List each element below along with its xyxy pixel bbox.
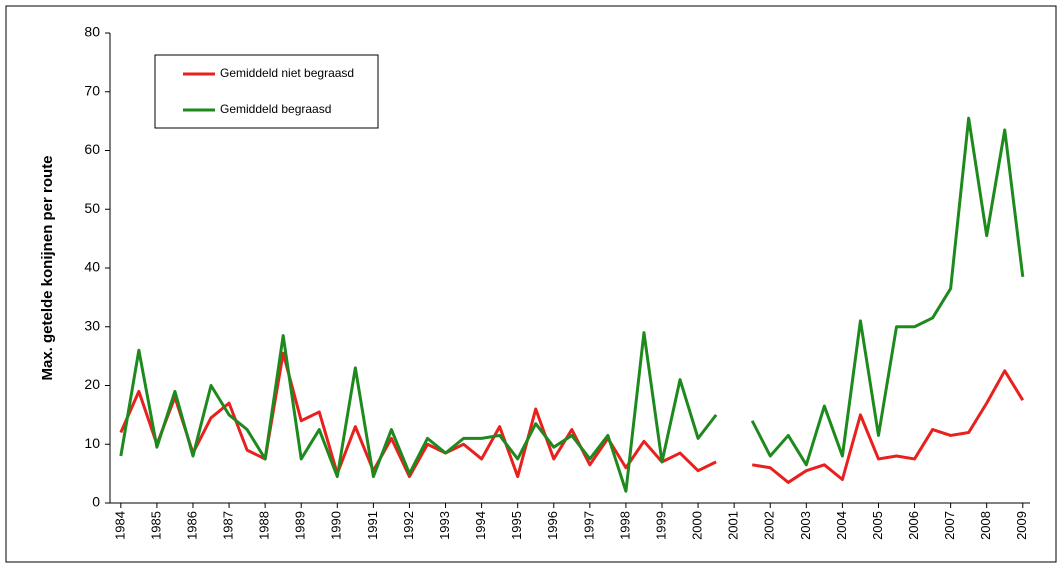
series-line [119, 116, 1025, 493]
x-tick-label: 1991 [365, 511, 380, 540]
x-tick-label: 1998 [617, 511, 632, 540]
y-tick-label: 20 [84, 376, 100, 392]
x-tick-label: 1989 [293, 511, 308, 540]
x-tick-label: 1995 [509, 511, 524, 540]
x-tick-label: 2006 [906, 511, 921, 540]
y-tick-label: 10 [84, 435, 100, 451]
x-tick-label: 1986 [184, 511, 199, 540]
y-tick-label: 0 [92, 494, 100, 510]
x-tick-label: 2005 [870, 511, 885, 540]
x-tick-label: 1988 [257, 511, 272, 540]
x-tick-label: 2009 [1014, 511, 1029, 540]
legend-label: Gemiddeld niet begraasd [220, 66, 354, 80]
x-tick-label: 2003 [798, 511, 813, 540]
x-tick-label: 2007 [942, 511, 957, 540]
x-tick-label: 2000 [690, 511, 705, 540]
x-tick-label: 1990 [329, 511, 344, 540]
y-tick-label: 40 [84, 259, 100, 275]
x-tick-label: 2004 [834, 511, 849, 540]
x-tick-label: 1992 [401, 511, 416, 540]
x-tick-label: 1987 [220, 511, 235, 540]
legend-box [154, 54, 379, 129]
x-tick-label: 1984 [112, 511, 127, 540]
x-tick-label: 1996 [545, 511, 560, 540]
y-tick-label: 30 [84, 317, 100, 333]
x-tick-label: 1993 [437, 511, 452, 540]
x-tick-label: 1985 [148, 511, 163, 540]
y-axis-label: Max. getelde konijnen per route [39, 155, 56, 380]
x-tick-label: 1997 [581, 511, 596, 540]
x-tick-label: 1994 [473, 511, 488, 540]
series-line [119, 351, 1025, 484]
y-tick-label: 50 [84, 200, 100, 216]
y-tick-label: 60 [84, 141, 100, 157]
x-tick-label: 2001 [726, 511, 741, 540]
x-tick-label: 1999 [653, 511, 668, 540]
x-tick-label: 2002 [762, 511, 777, 540]
y-tick-label: 80 [84, 24, 100, 40]
legend-label: Gemiddeld begraasd [220, 102, 331, 116]
y-tick-label: 70 [84, 82, 100, 98]
x-tick-label: 2008 [978, 511, 993, 540]
